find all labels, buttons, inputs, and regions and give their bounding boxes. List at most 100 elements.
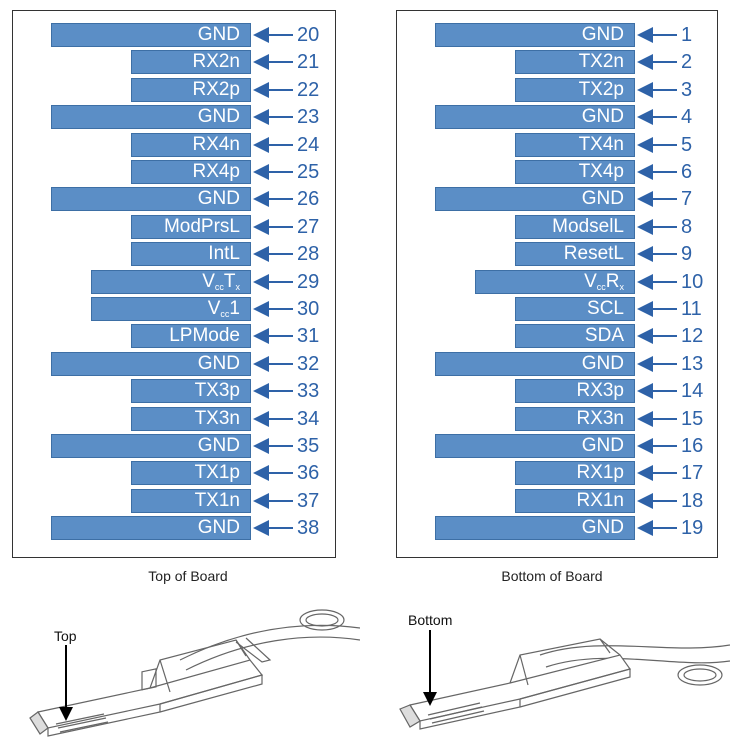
pin-arrow-icon <box>637 109 653 126</box>
pin-arrow-icon <box>253 410 269 427</box>
pin-label-text: GND <box>197 24 240 45</box>
pin-arrow-icon <box>637 520 653 537</box>
pin-label-text: ResetL <box>563 243 624 265</box>
pin-label-17: RX1p <box>515 461 635 486</box>
pin-arrow-icon <box>253 492 269 509</box>
pin-row-6: TX4p 6 <box>0 160 737 184</box>
pin-label-text: GND <box>581 352 624 374</box>
pin-label-text: ModselL <box>552 215 624 237</box>
pin-label-suffix: 1 <box>229 298 240 319</box>
pin-label-25: RX4p <box>131 160 251 184</box>
pin-leader-line <box>267 417 293 420</box>
pin-label-15: RX3n <box>515 406 635 431</box>
pin-leader-line <box>267 472 293 475</box>
pin-label-text: TX1n <box>194 489 240 511</box>
caption-top-of-board: Top of Board <box>148 568 228 584</box>
pin-arrow-icon <box>637 54 653 71</box>
pin-number-5: 5 <box>681 133 693 156</box>
pin-number-30: 30 <box>297 298 320 320</box>
pin-number-1: 1 <box>681 24 693 46</box>
pin-row-4: GND 4 <box>0 105 737 130</box>
pin-leader-line <box>651 472 677 475</box>
pin-arrow-icon <box>637 191 653 208</box>
pin-row-19: GND 19 <box>0 516 737 541</box>
pin-leader-line <box>651 417 677 420</box>
pin-label-text: TX4p <box>578 161 624 182</box>
pin-arrow-icon <box>253 383 269 400</box>
pin-leader-line <box>267 335 293 338</box>
pin-row-22: RX2p 22 <box>0 77 737 102</box>
pin-arrow-icon <box>253 54 269 71</box>
pin-leader-line <box>267 527 293 530</box>
pin-number-12: 12 <box>681 325 704 348</box>
pin-number-25: 25 <box>297 161 320 183</box>
pin-leader-line <box>267 198 293 201</box>
pin-label-31: LPMode <box>131 324 251 349</box>
pin-label-text: SDA <box>584 325 624 347</box>
pin-arrow-icon <box>637 492 653 509</box>
pin-label-7: GND <box>435 187 635 212</box>
pin-row-2: TX2n 2 <box>0 50 737 75</box>
pin-number-27: 27 <box>297 215 320 238</box>
pin-number-26: 26 <box>297 188 320 211</box>
pin-arrow-icon <box>637 465 653 482</box>
pin-label-text: GND <box>197 106 240 128</box>
pin-number-15: 15 <box>681 407 704 430</box>
pin-arrow-icon <box>253 273 269 290</box>
pin-label-text: RX2n <box>192 51 240 73</box>
pin-arrow-icon <box>253 27 269 43</box>
pin-row-16: GND 16 <box>0 434 737 458</box>
pin-label-text: RX3p <box>576 380 624 402</box>
pin-number-34: 34 <box>297 407 320 430</box>
pin-label-text: GND <box>197 517 240 539</box>
pin-row-28: IntL 28 <box>0 242 737 267</box>
pin-label-2: TX2n <box>515 50 635 75</box>
callout-top-label: Top <box>54 628 77 644</box>
pin-row-18: RX1n 18 <box>0 488 737 513</box>
pin-row-37: TX1n 37 <box>0 488 737 513</box>
pin-leader-line <box>651 280 677 283</box>
pin-arrow-icon <box>253 109 269 126</box>
pin-leader-line <box>267 280 293 283</box>
pin-row-5: TX4n 5 <box>0 132 737 157</box>
pin-label-37: TX1n <box>131 488 251 513</box>
pin-label-suffix: T <box>223 270 236 292</box>
pin-number-8: 8 <box>681 215 693 238</box>
pin-leader-line <box>651 308 677 310</box>
pin-row-26: GND 26 <box>0 187 737 212</box>
pin-row-24: RX4n 24 <box>0 132 737 157</box>
pin-row-30: Vcc1 30 <box>0 297 737 321</box>
pin-label-text: TX2n <box>578 51 624 73</box>
pin-leader-line <box>267 88 293 91</box>
pin-arrow-icon <box>253 465 269 482</box>
pin-row-27: ModPrsL 27 <box>0 214 737 239</box>
pin-label-text: V <box>202 270 215 292</box>
pin-row-9: ResetL 9 <box>0 242 737 267</box>
pin-label-text: GND <box>581 106 624 128</box>
pin-leader-line <box>651 225 677 228</box>
pin-arrow-icon <box>637 218 653 235</box>
pin-row-25: RX4p 25 <box>0 160 737 184</box>
pin-leader-line <box>651 34 677 36</box>
pin-number-14: 14 <box>681 380 704 403</box>
pin-leader-line <box>267 390 293 393</box>
pin-number-13: 13 <box>681 352 704 375</box>
pin-label-12: SDA <box>515 324 635 349</box>
pin-number-31: 31 <box>297 325 320 348</box>
connector-illustration-bottom <box>399 638 730 730</box>
pin-label-text: SCL <box>587 298 624 319</box>
pin-row-38: GND 38 <box>0 516 737 541</box>
callout-top-arrow <box>59 645 73 721</box>
pin-leader-line <box>651 335 677 338</box>
pin-label-text: GND <box>197 188 240 210</box>
pin-label-11: SCL <box>515 297 635 321</box>
pin-label-1: GND <box>435 23 635 47</box>
pin-leader-line <box>267 253 293 256</box>
pin-leader-line <box>651 362 677 365</box>
pin-label-30: Vcc1 <box>91 297 251 321</box>
pin-label-subscript: cc <box>214 281 224 292</box>
pin-label-16: GND <box>435 434 635 458</box>
pin-leader-line <box>267 61 293 64</box>
pin-label-9: ResetL <box>515 242 635 267</box>
pin-arrow-icon <box>637 328 653 345</box>
